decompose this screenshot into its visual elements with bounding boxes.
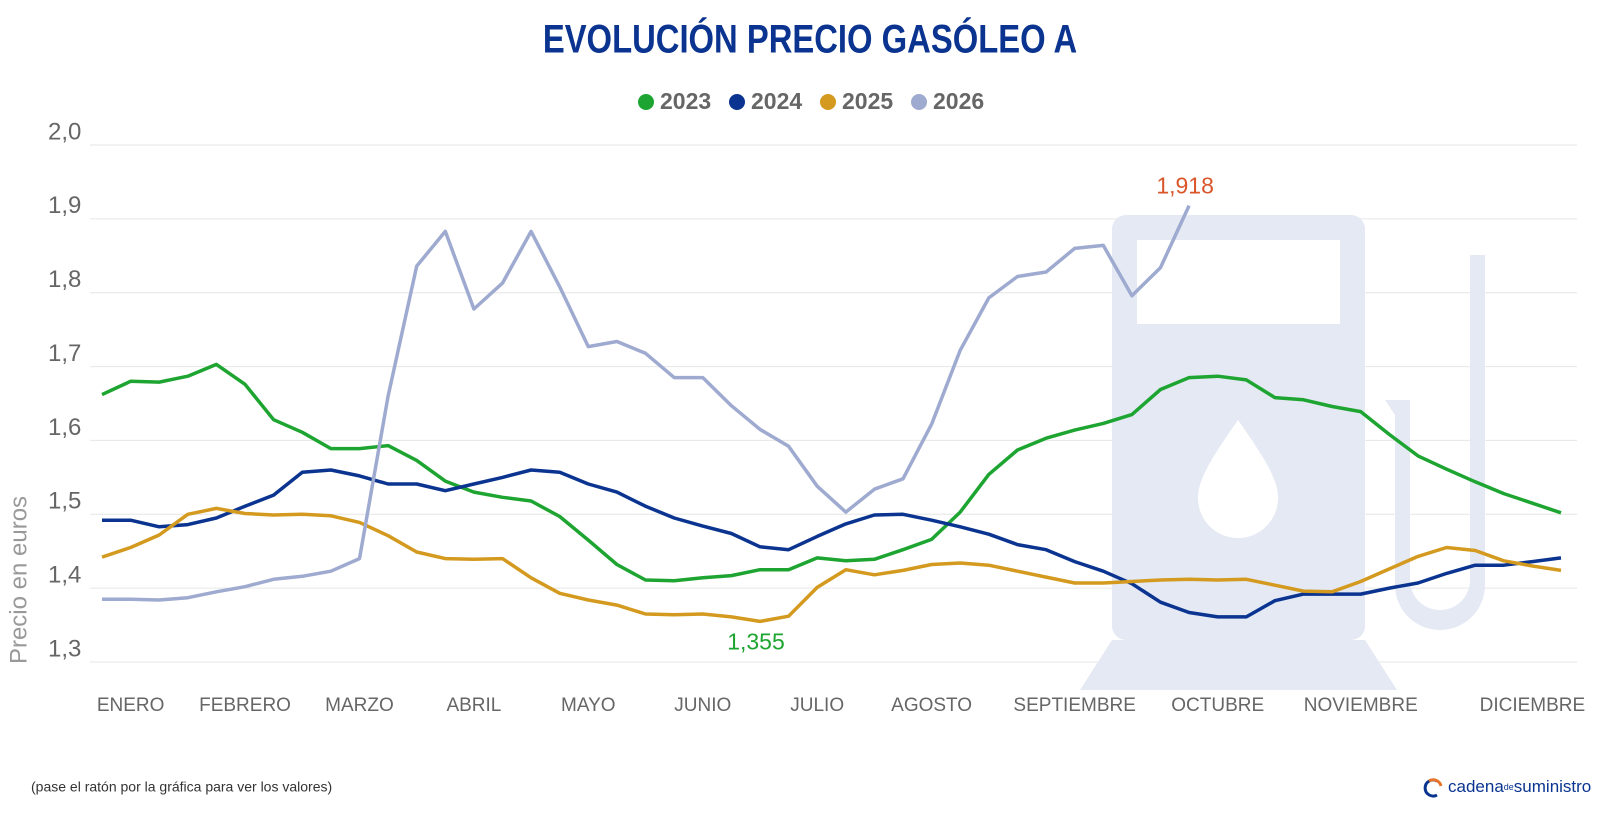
y-tick-label: 1,6 bbox=[48, 414, 81, 441]
line-series bbox=[102, 468, 1562, 619]
x-tick-label: ENERO bbox=[97, 695, 165, 716]
x-tick-label: AGOSTO bbox=[891, 695, 972, 716]
brand-text: cadenadesuministro bbox=[1448, 777, 1591, 796]
y-tick-label: 2,0 bbox=[48, 118, 81, 145]
brand-icon bbox=[1428, 778, 1443, 787]
line-series bbox=[101, 506, 1562, 624]
x-tick-label: MARZO bbox=[325, 695, 394, 716]
note: (pase el ratón por la gráfica para ver l… bbox=[31, 779, 332, 795]
brand-icon bbox=[1423, 778, 1438, 798]
y-tick-label: 1,7 bbox=[48, 340, 81, 367]
x-tick-label: SEPTIEMBRE bbox=[1013, 695, 1135, 716]
legend-marker bbox=[820, 94, 836, 110]
x-tick-label: OCTUBRE bbox=[1171, 695, 1264, 716]
data-label: 1,355 bbox=[727, 628, 785, 654]
line-series bbox=[102, 204, 1191, 602]
legend-label: 2023 bbox=[660, 88, 711, 114]
y-tick-label: 1,3 bbox=[48, 635, 81, 662]
legend-marker bbox=[729, 94, 745, 110]
brand: cadenadesuministro bbox=[1423, 777, 1591, 798]
y-tick-label: 1,9 bbox=[48, 192, 81, 219]
pump-watermark bbox=[1080, 215, 1485, 690]
legend-label: 2024 bbox=[751, 88, 802, 114]
line-series bbox=[101, 362, 1562, 583]
x-tick-label: JUNIO bbox=[674, 695, 731, 716]
x-tick-label: MAYO bbox=[561, 695, 616, 716]
x-tick-label: FEBRERO bbox=[199, 695, 291, 716]
legend-label: 2026 bbox=[933, 88, 984, 114]
legend-label: 2025 bbox=[842, 88, 893, 114]
x-tick-label: ABRIL bbox=[446, 695, 501, 716]
legend-marker bbox=[911, 94, 927, 110]
y-tick-label: 1,5 bbox=[48, 488, 81, 515]
y-tick-label: 1,8 bbox=[48, 266, 81, 293]
y-axis-label: Precio en euros bbox=[5, 496, 32, 664]
y-tick-label: 1,4 bbox=[48, 561, 81, 588]
data-label: 1,918 bbox=[1156, 173, 1214, 199]
chart-title: EVOLUCIÓN PRECIO GASÓLEO A bbox=[543, 15, 1077, 61]
x-tick-label: DICIEMBRE bbox=[1480, 695, 1586, 716]
x-tick-label: JULIO bbox=[790, 695, 844, 716]
legend-marker bbox=[638, 94, 654, 110]
x-tick-label: NOVIEMBRE bbox=[1304, 695, 1418, 716]
